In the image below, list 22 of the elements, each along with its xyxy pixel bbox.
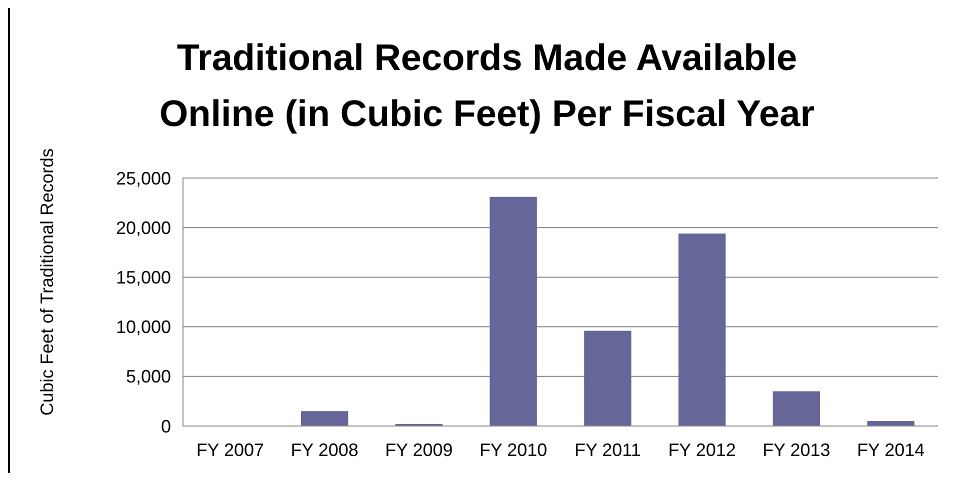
y-tick-label: 0 <box>160 416 171 436</box>
x-tick-label: FY 2008 <box>290 440 358 460</box>
x-tick-label: FY 2009 <box>385 440 453 460</box>
bar <box>300 411 348 426</box>
y-tick-label: 15,000 <box>116 268 171 288</box>
x-tick-label: FY 2011 <box>574 440 641 460</box>
bar <box>584 330 632 426</box>
x-tick-label: FY 2013 <box>762 440 830 460</box>
x-tick-label: FY 2007 <box>196 440 264 460</box>
bar <box>772 391 820 426</box>
y-tick-label: 5,000 <box>126 366 171 387</box>
y-tick-label: 25,000 <box>116 168 171 188</box>
bar <box>490 196 537 426</box>
x-tick-label: FY 2014 <box>856 440 925 460</box>
bar <box>867 421 914 426</box>
x-tick-label: FY 2012 <box>668 440 736 460</box>
bar <box>678 234 726 426</box>
y-tick-label: 20,000 <box>116 218 171 238</box>
x-tick-label: FY 2010 <box>479 440 548 460</box>
chart-title: Traditional Records Made Available Online (in Cubic Feet) Per Fiscal Year <box>159 37 815 134</box>
y-tick-label: 10,000 <box>116 317 171 338</box>
y-axis-title: Cubic Feet of Traditional Records <box>37 148 57 416</box>
